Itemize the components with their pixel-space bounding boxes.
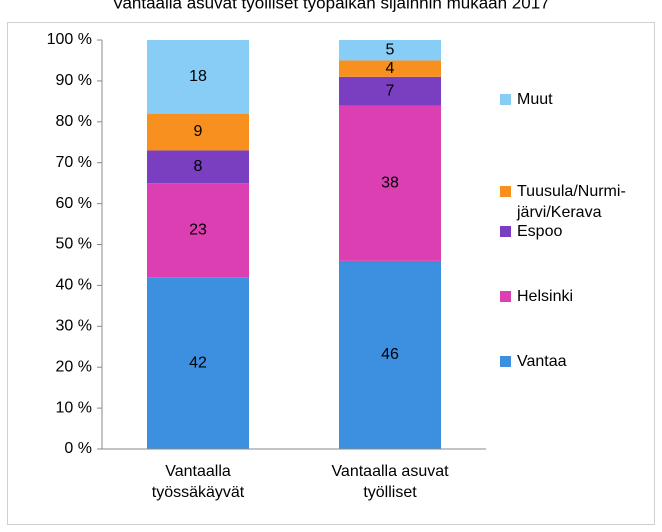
data-label: 42 [189,354,207,371]
legend-item: Muut [500,89,637,110]
data-label: 9 [194,123,203,140]
legend-item: Helsinki [500,286,637,307]
y-tick-label: 0 % [64,440,92,457]
legend-swatch [500,94,511,105]
bar-segment [339,40,441,61]
data-label: 38 [381,174,399,191]
y-tick-label: 60 % [56,195,92,212]
data-label: 23 [189,221,207,238]
legend-label: Espoo [517,223,563,240]
y-tick-label: 100 % [47,31,92,48]
y-tick-label: 40 % [56,277,92,294]
bar-segment [147,277,249,449]
legend-label: Helsinki [517,288,574,305]
y-tick-label: 20 % [56,358,92,375]
y-tick-label: 70 % [56,154,92,171]
x-tick-label: Vantaalla työssäkäyvät [151,463,245,501]
x-tick-label: Vantaalla asuvat työlliset [331,463,449,501]
data-label: 7 [386,82,395,99]
bar-segment [339,260,441,449]
bar-segment [339,60,441,77]
legend-item: Espoo [500,221,637,242]
bar-segment [147,40,249,114]
legend-swatch [500,226,511,237]
bar-segment [339,76,441,106]
legend-swatch [500,291,511,302]
data-label: 8 [194,158,203,175]
bar-segment [147,113,249,151]
bar-segment [147,150,249,184]
data-label: 46 [381,346,399,363]
legend-item: Tuusula/Nurmi-järvi/Kerava [500,181,637,223]
legend-swatch [500,186,511,197]
chart-title: Vantaalla asuvat työlliset työpaikan sij… [112,0,549,12]
y-tick-label: 10 % [56,399,92,416]
y-tick-label: 90 % [56,72,92,89]
data-label: 5 [386,41,395,58]
legend-label: Muut [517,91,553,108]
legend-label: Tuusula/Nurmi-järvi/Kerava [517,183,626,221]
y-tick-label: 80 % [56,113,92,130]
legend-label: Vantaa [517,353,567,370]
legend-swatch [500,356,511,367]
bar-segment [339,105,441,261]
data-label: 4 [386,60,395,77]
y-tick-label: 50 % [56,236,92,253]
y-tick-label: 30 % [56,318,92,335]
data-label: 18 [189,68,207,85]
chart-frame [7,22,655,525]
legend-item: Vantaa [500,351,637,372]
bar-segment [147,183,249,278]
